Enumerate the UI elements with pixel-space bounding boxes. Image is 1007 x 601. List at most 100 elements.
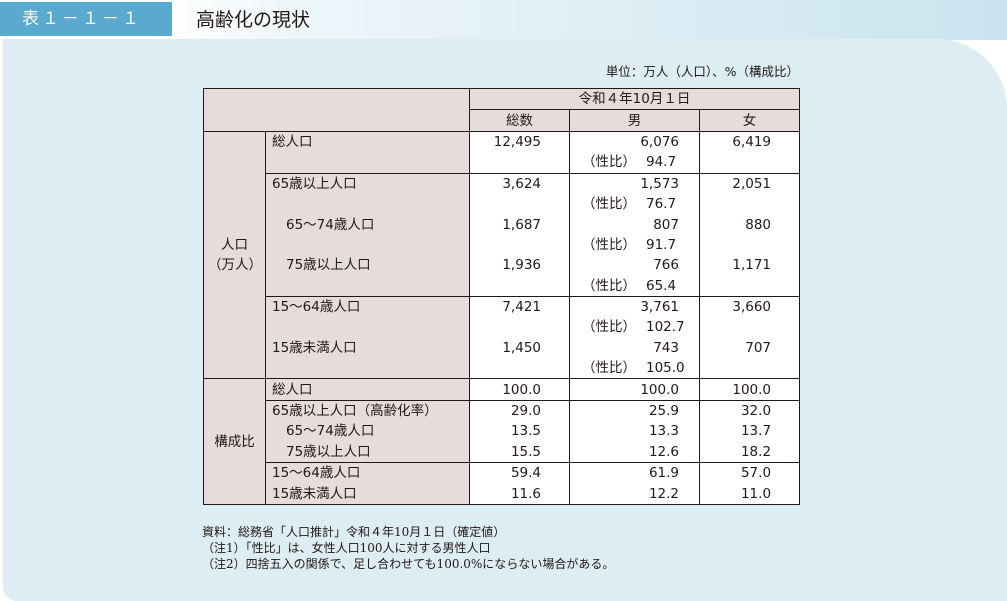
sex-ratio-label: （性比） [582,236,636,253]
cell-female: 11.0 [699,483,801,505]
table-row: 15歳未満人口 11.6 12.2 11.0 [204,483,801,505]
corner-cell [203,88,470,132]
row-label: 15～64歳人口 [265,462,470,484]
cell-male: 6,076 [569,130,700,153]
cell-male: 1,573 [569,172,700,194]
table-row-ratio: （性比） 76.7 [204,193,801,215]
header-bar: 表１－１－１ 高齢化の現状 [0,0,1007,40]
cell-female: 3,660 [699,295,801,318]
row-label: 65～74歳人口 [265,214,470,235]
row-label: 15歳未満人口 [265,483,470,505]
cell-total: 1,450 [469,337,570,359]
row-label: 総人口 [265,130,470,153]
note-line: （注1）「性比」は、女性人口100人に対する男性人口 [202,541,491,555]
unit-note: 単位：万人（人口）、%（構成比） [605,64,799,79]
cell-blank [699,152,801,174]
sex-ratio-label: （性比） [582,360,636,377]
cell-female: 32.0 [699,400,801,422]
source-notes: 資料：総務省「人口推計」令和４年10月１日（確定値） （注1）「性比」は、女性人… [202,524,614,572]
table-row-ratio: （性比） 102.7 [204,317,801,338]
cell-sex-ratio: （性比） 65.4 [569,275,700,297]
row-label-blank [265,193,470,215]
row-label: 15～64歳人口 [265,295,470,318]
cell-blank [469,317,570,338]
cell-total: 1,687 [469,214,570,235]
cell-total: 29.0 [469,400,570,422]
row-label-blank [265,317,470,338]
row-label: 65歳以上人口 [265,172,470,194]
cell-female: 57.0 [699,462,801,484]
table-number-badge: 表１－１－１ [0,2,172,36]
row-label: 65歳以上人口（高齢化率） [265,400,470,422]
row-label: 75歳以上人口 [265,255,470,276]
cell-total: 12,495 [469,130,570,153]
cell-male: 100.0 [569,378,700,401]
cell-total: 13.5 [469,421,570,442]
cell-total: 11.6 [469,483,570,505]
group-label-composition: 構成比 [203,378,266,505]
sex-ratio-value: 94.7 [646,154,677,171]
row-label-blank [265,358,470,380]
cell-female: 6,419 [699,130,801,153]
date-header: 令和４年10月１日 [468,87,801,111]
cell-blank [469,193,570,215]
population-table: 令和４年10月１日 総数 男 女 人口 （万人） 総人口 12,495 6,07… [203,87,801,505]
group-label-population: 人口 （万人） [203,130,266,380]
table-row: 65～74歳人口 13.5 13.3 13.7 [204,421,801,442]
cell-male: 743 [569,337,700,359]
cell-blank [699,358,801,380]
table-row-ratio: （性比） 94.7 [204,152,801,174]
row-label-blank [265,234,470,256]
page-title: 高齢化の現状 [196,9,311,31]
cell-male: 61.9 [569,462,700,484]
cell-female: 1,171 [699,255,801,276]
sex-ratio-value: 76.7 [646,196,677,213]
sex-ratio-value: 105.0 [646,360,685,377]
table-row: 15歳未満人口 1,450 743 707 [204,337,801,359]
cell-female: 18.2 [699,441,801,463]
col-header-female: 女 [698,109,801,132]
cell-male: 3,761 [569,295,700,318]
cell-male: 25.9 [569,400,700,422]
cell-female: 100.0 [699,378,801,401]
cell-female: 707 [699,337,801,359]
cell-blank [699,317,801,338]
col-header-total: 総数 [469,109,570,132]
cell-total: 100.0 [469,378,570,401]
cell-blank [699,193,801,215]
row-label: 15歳未満人口 [265,337,470,359]
cell-total: 3,624 [469,172,570,194]
table-row: 65～74歳人口 1,687 807 880 [204,214,801,235]
cell-female: 2,051 [699,172,801,194]
table-row-ratio: （性比） 91.7 [204,234,801,256]
row-label: 75歳以上人口 [265,441,470,463]
table-row: 65歳以上人口（高齢化率） 29.0 25.9 32.0 [204,400,801,422]
note-line: 資料：総務省「人口推計」令和４年10月１日（確定値） [202,525,506,539]
sex-ratio-value: 91.7 [646,236,677,253]
cell-male: 12.2 [569,483,700,505]
group-label-line: （万人） [208,257,262,274]
table-row: 人口 （万人） 総人口 12,495 6,076 6,419 [203,130,801,380]
row-label: 65～74歳人口 [265,421,470,442]
row-label: 総人口 [265,378,470,401]
cell-female: 13.7 [699,421,801,442]
table-row: 15～64歳人口 59.4 61.9 57.0 [204,462,801,484]
sex-ratio-label: （性比） [582,277,636,294]
cell-sex-ratio: （性比） 76.7 [569,193,700,215]
cell-female: 880 [699,214,801,235]
cell-sex-ratio: （性比） 102.7 [569,317,700,338]
cell-total: 7,421 [469,295,570,318]
cell-total: 59.4 [469,462,570,484]
table-row-ratio: （性比） 105.0 [204,358,801,380]
cell-male: 12.6 [569,441,700,463]
sex-ratio-label: （性比） [582,196,636,213]
cell-sex-ratio: （性比） 91.7 [569,234,700,256]
cell-sex-ratio: （性比） 105.0 [569,358,700,380]
table-row: 構成比 総人口 100.0 100.0 100.0 [203,378,801,505]
cell-total: 15.5 [469,441,570,463]
cell-male: 13.3 [569,421,700,442]
cell-blank [699,234,801,256]
cell-blank [469,275,570,297]
table-row-ratio: （性比） 65.4 [204,275,801,297]
cell-blank [469,234,570,256]
